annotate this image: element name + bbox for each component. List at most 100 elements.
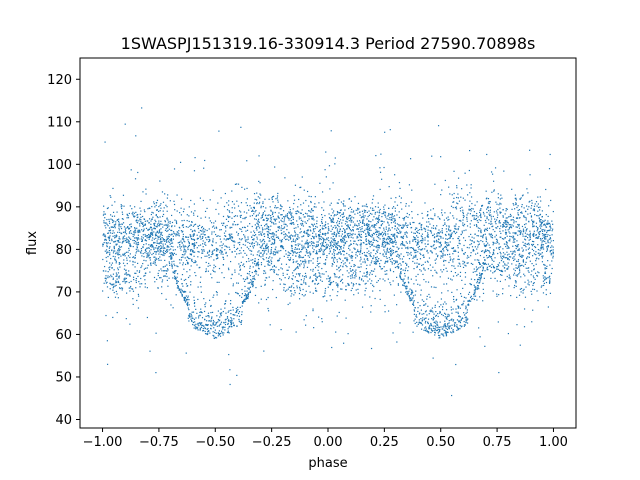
data-point xyxy=(270,268,273,271)
data-point xyxy=(202,252,204,254)
data-point xyxy=(504,279,506,281)
data-point xyxy=(517,212,519,214)
data-point xyxy=(172,246,174,248)
data-point xyxy=(382,278,384,280)
data-point xyxy=(209,199,211,201)
data-point xyxy=(342,240,344,242)
data-point xyxy=(222,328,224,330)
data-point xyxy=(533,265,535,267)
data-point xyxy=(164,252,166,255)
data-point xyxy=(206,320,208,322)
data-point xyxy=(481,204,484,207)
data-point xyxy=(531,219,533,221)
data-point xyxy=(413,313,415,315)
data-point xyxy=(174,209,176,211)
data-point xyxy=(514,208,516,210)
data-point xyxy=(142,222,144,224)
data-point xyxy=(404,272,406,275)
data-point xyxy=(534,272,537,274)
data-point xyxy=(396,214,398,216)
data-point xyxy=(331,346,333,349)
data-point xyxy=(368,229,370,232)
data-point xyxy=(388,207,390,209)
data-point xyxy=(347,232,350,235)
data-point xyxy=(394,220,396,222)
data-point xyxy=(355,283,357,285)
data-point xyxy=(232,285,234,287)
data-point xyxy=(477,246,479,248)
data-point xyxy=(312,262,314,264)
data-point xyxy=(443,259,445,261)
data-point xyxy=(362,275,364,277)
data-point xyxy=(453,201,455,203)
data-point xyxy=(232,283,234,285)
data-point xyxy=(515,267,517,269)
data-point xyxy=(231,201,234,203)
data-point xyxy=(275,296,277,299)
data-point xyxy=(542,292,545,294)
data-point xyxy=(174,272,176,274)
data-point xyxy=(420,328,423,330)
data-point xyxy=(164,221,167,223)
data-point xyxy=(372,207,374,209)
data-point xyxy=(400,277,402,279)
data-point xyxy=(530,205,533,207)
data-point xyxy=(298,254,300,256)
data-point xyxy=(113,283,115,285)
data-point xyxy=(354,196,356,198)
data-point xyxy=(239,306,241,309)
data-point xyxy=(161,292,163,295)
data-point xyxy=(527,256,529,258)
data-point xyxy=(384,280,386,282)
data-point xyxy=(462,224,464,226)
data-point xyxy=(532,288,534,290)
data-point xyxy=(260,205,262,207)
data-point xyxy=(194,321,196,323)
data-point xyxy=(471,215,474,217)
data-point xyxy=(248,270,251,273)
data-point xyxy=(347,284,349,286)
data-point xyxy=(143,275,145,277)
data-point xyxy=(378,234,380,236)
data-point xyxy=(243,300,245,303)
data-point xyxy=(312,310,314,312)
data-point xyxy=(536,205,538,207)
data-point xyxy=(186,236,188,238)
data-point xyxy=(177,234,179,236)
data-point xyxy=(503,243,506,245)
data-point xyxy=(319,238,321,240)
data-point xyxy=(282,210,285,212)
data-point xyxy=(480,230,482,232)
data-point xyxy=(284,233,287,235)
data-point xyxy=(244,239,247,241)
data-point xyxy=(528,267,530,269)
data-point xyxy=(468,299,471,301)
data-point xyxy=(449,193,451,195)
data-point xyxy=(529,212,531,214)
data-point xyxy=(384,246,386,248)
data-point xyxy=(465,321,467,324)
data-point xyxy=(239,228,241,230)
data-point xyxy=(222,334,224,336)
data-point xyxy=(487,210,490,212)
data-point xyxy=(345,289,347,291)
data-point xyxy=(432,225,435,227)
data-point xyxy=(491,259,493,261)
data-point xyxy=(348,247,350,249)
data-point xyxy=(476,225,478,227)
data-point xyxy=(210,256,212,258)
data-point xyxy=(202,229,204,231)
data-point xyxy=(305,315,307,317)
data-point xyxy=(506,251,508,253)
data-point xyxy=(473,295,475,297)
data-point xyxy=(360,279,363,281)
data-point xyxy=(197,237,199,240)
data-point xyxy=(196,234,198,236)
data-point xyxy=(307,255,309,257)
data-point xyxy=(266,231,268,233)
data-point xyxy=(338,212,341,214)
data-point xyxy=(114,258,116,260)
data-point xyxy=(126,214,128,216)
data-point xyxy=(179,291,182,293)
data-point xyxy=(208,254,210,256)
